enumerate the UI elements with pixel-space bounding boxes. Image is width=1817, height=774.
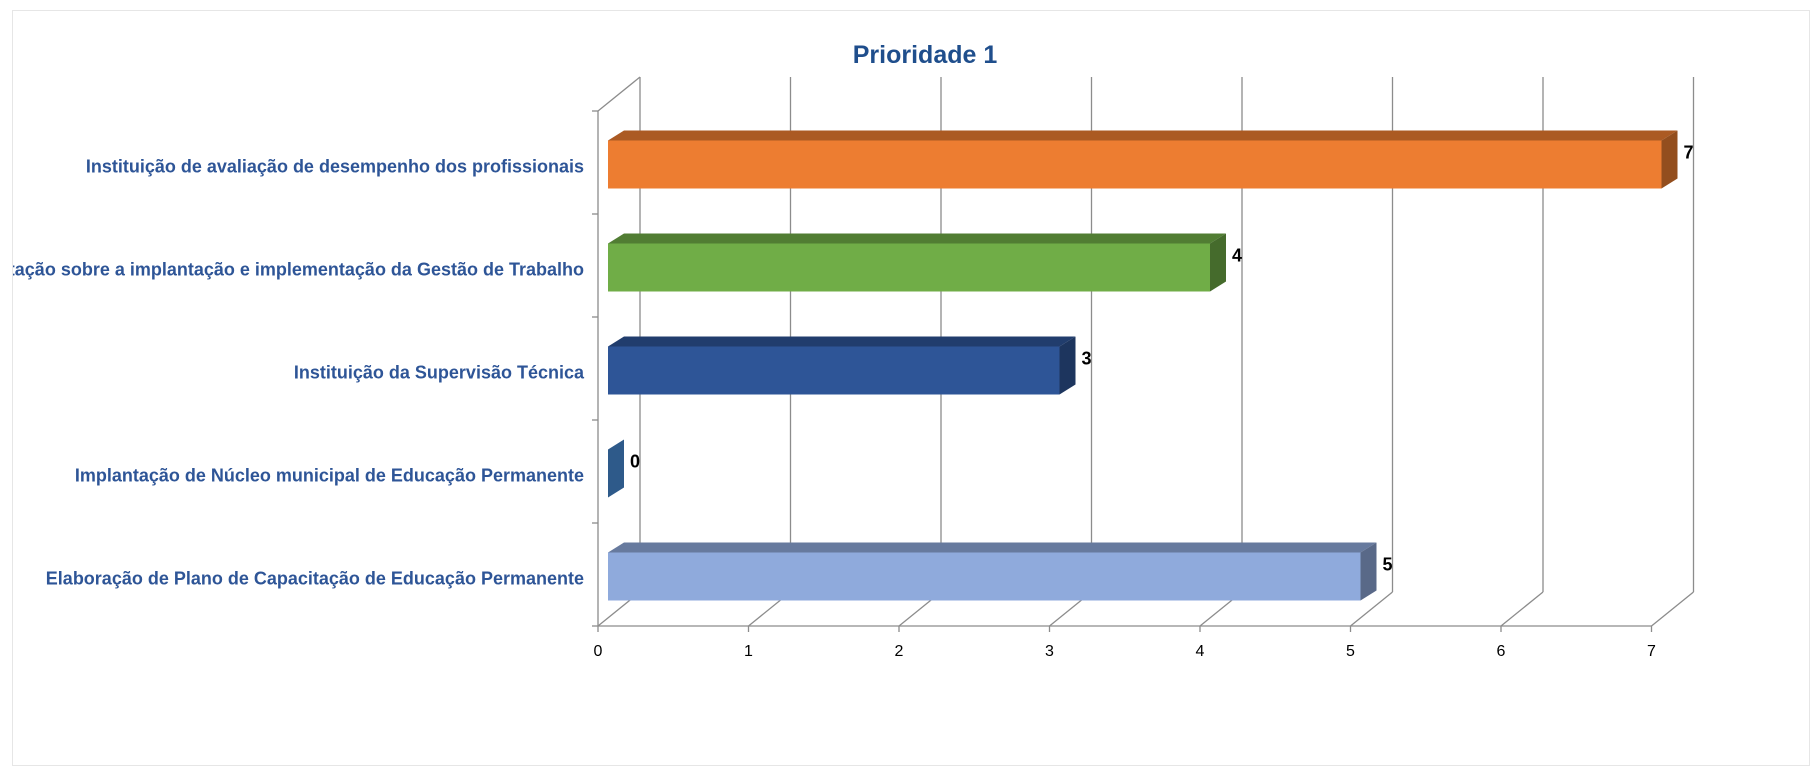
bar <box>608 243 1210 292</box>
bar-side <box>1661 130 1678 189</box>
bar-side <box>1059 336 1076 395</box>
data-label: 4 <box>1232 246 1242 266</box>
x-tick-label: 0 <box>594 643 603 660</box>
labels-layer: 0 1 2 3 4 5 6 7 5 Elaboração de Plano de Capacita… <box>13 143 1694 661</box>
bar <box>608 552 1361 601</box>
category-label: Elaboração de Plano de Capacitação de Ed… <box>46 569 584 589</box>
x-tick-label: 1 <box>744 643 753 660</box>
bar-top <box>608 233 1226 244</box>
data-label: 3 <box>1082 349 1092 369</box>
category-label: Instituição da Supervisão Técnica <box>294 363 585 383</box>
x-tick-label: 2 <box>895 643 904 660</box>
bar-side <box>608 439 624 498</box>
chart-frame: Prioridade 1 0 1 2 3 4 5 6 7 5 Elaboração de Plan… <box>12 10 1810 766</box>
data-label: 0 <box>630 452 640 472</box>
bar <box>608 346 1060 395</box>
category-label: Implantação de Núcleo municipal de Educa… <box>75 466 584 486</box>
chart-title: Prioridade 1 <box>853 41 998 69</box>
bars-layer <box>608 130 1678 601</box>
category-label: Orientação sobre a implantação e impleme… <box>13 260 584 280</box>
category-label: Instituição de avaliação de desempenho d… <box>86 157 584 177</box>
floor-line-6 <box>1500 591 1544 627</box>
bar-top <box>608 542 1377 553</box>
x-tick-label: 3 <box>1045 643 1054 660</box>
floor-line-5 <box>1350 591 1393 627</box>
floor-line-7 <box>1651 591 1694 627</box>
bar <box>608 140 1662 189</box>
left-wall-top-edge <box>597 76 641 112</box>
bar-chart: Prioridade 1 0 1 2 3 4 5 6 7 5 Elaboração de Plan… <box>13 41 1695 661</box>
x-tick-label: 5 <box>1346 643 1355 660</box>
data-label: 7 <box>1684 143 1694 163</box>
x-tick-label: 7 <box>1647 643 1656 660</box>
bar-top <box>608 130 1678 141</box>
x-tick-label: 4 <box>1196 643 1205 660</box>
bar-side <box>1210 233 1226 292</box>
data-label: 5 <box>1383 555 1393 575</box>
bar-side <box>1360 542 1377 601</box>
x-tick-label: 6 <box>1497 643 1506 660</box>
bar-top <box>608 336 1076 347</box>
